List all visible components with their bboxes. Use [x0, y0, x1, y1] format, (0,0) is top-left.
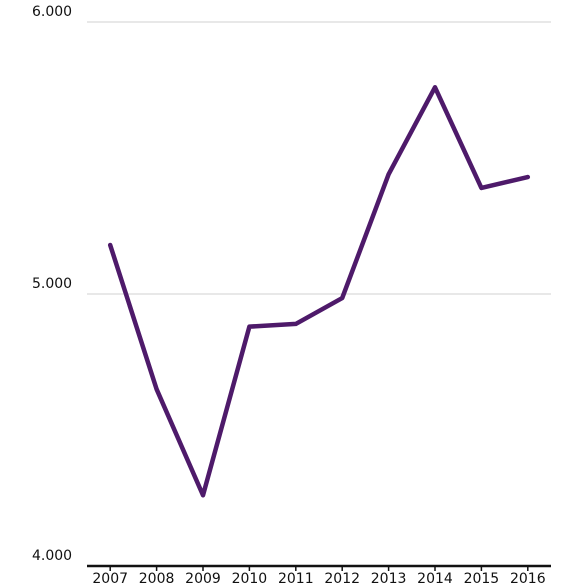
- line: [107, 85, 531, 498]
- y-tick-label: 6.000: [32, 4, 72, 20]
- y-tick-label: 5.000: [32, 276, 72, 292]
- x-tick-label: 2016: [510, 571, 546, 586]
- x-tick-label: 2012: [324, 571, 360, 586]
- x-tick-label: 2009: [185, 571, 221, 586]
- x-tick-label: 2007: [92, 571, 128, 586]
- x-tick-label: 2015: [464, 571, 500, 586]
- x-tick-label: 2013: [371, 571, 407, 586]
- y-tick-label: 4.000: [32, 548, 72, 564]
- x-tick-label: 2010: [232, 571, 268, 586]
- x-tick-label: 2008: [139, 571, 175, 586]
- x-tick-label: 2014: [417, 571, 453, 586]
- x-tick-label: 2011: [278, 571, 314, 586]
